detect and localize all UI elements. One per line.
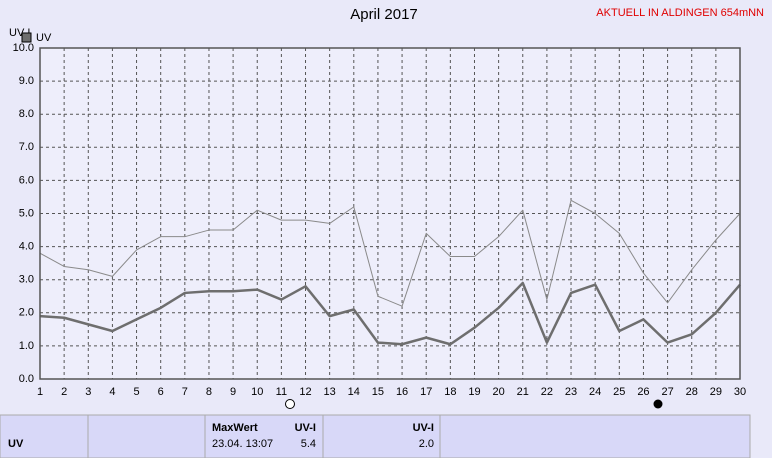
x-tick-label: 29 [710,386,722,398]
table-cell [87,414,206,458]
data-line [39,281,741,346]
table-label: UV [8,438,24,450]
x-tick-label: 16 [396,386,408,398]
x-tick-label: 24 [589,386,601,398]
moon-icon [285,399,295,409]
table-cell [439,414,751,458]
x-tick-label: 3 [85,386,91,398]
plot-frame [39,47,741,380]
y-tick-label: 9.0 [19,75,34,87]
table-value: 5.4 [301,438,316,450]
chart-subtitle: AKTUELL IN ALDINGEN 654mNN [596,7,764,19]
x-tick-label: 15 [372,386,384,398]
legend-label: UV [36,32,52,44]
x-tick-label: 25 [613,386,625,398]
x-tick-label: 6 [158,386,164,398]
y-tick-label: 7.0 [19,141,34,153]
x-tick-label: 8 [206,386,212,398]
table-cell [0,414,89,458]
table-value: 2.0 [419,438,434,450]
x-tick-label: 9 [230,386,236,398]
x-tick-label: 1 [37,386,43,398]
x-tick-label: 19 [468,386,480,398]
y-tick-label: 0.0 [19,373,34,385]
x-tick-label: 27 [661,386,673,398]
x-tick-label: 23 [565,386,577,398]
x-tick-label: 26 [637,386,649,398]
x-tick-label: 7 [182,386,188,398]
y-tick-label: 8.0 [19,108,34,120]
y-tick-label: 1.0 [19,340,34,352]
legend-swatch [21,32,32,43]
y-tick-label: 6.0 [19,174,34,186]
x-tick-label: 20 [492,386,504,398]
table-header: UV-I [413,422,434,434]
x-tick-label: 5 [133,386,139,398]
chart-title: April 2017 [350,6,418,23]
x-tick-label: 4 [109,386,115,398]
x-tick-label: 28 [686,386,698,398]
y-tick-label: 5.0 [19,207,34,219]
table-header: UV-I [295,422,316,434]
moon-icon [653,399,663,409]
y-tick-label: 4.0 [19,241,34,253]
x-tick-label: 30 [734,386,746,398]
x-tick-label: 18 [444,386,456,398]
y-tick-label: 3.0 [19,274,34,286]
x-tick-label: 17 [420,386,432,398]
y-tick-label: 2.0 [19,307,34,319]
data-line [39,199,741,307]
x-tick-label: 10 [251,386,263,398]
x-tick-label: 11 [276,386,287,398]
table-value: 23.04. 13:07 [212,438,273,450]
x-tick-label: 12 [299,386,311,398]
info-table: UV MaxWert UV-I 23.04. 13:07 5.4 UV-I 2.… [0,414,751,458]
x-tick-label: 2 [61,386,67,398]
x-tick-label: 22 [541,386,553,398]
x-tick-label: 13 [324,386,336,398]
x-tick-label: 14 [348,386,360,398]
y-tick-label: 10.0 [13,42,34,54]
x-tick-label: 21 [517,386,529,398]
table-header: MaxWert [212,422,258,434]
